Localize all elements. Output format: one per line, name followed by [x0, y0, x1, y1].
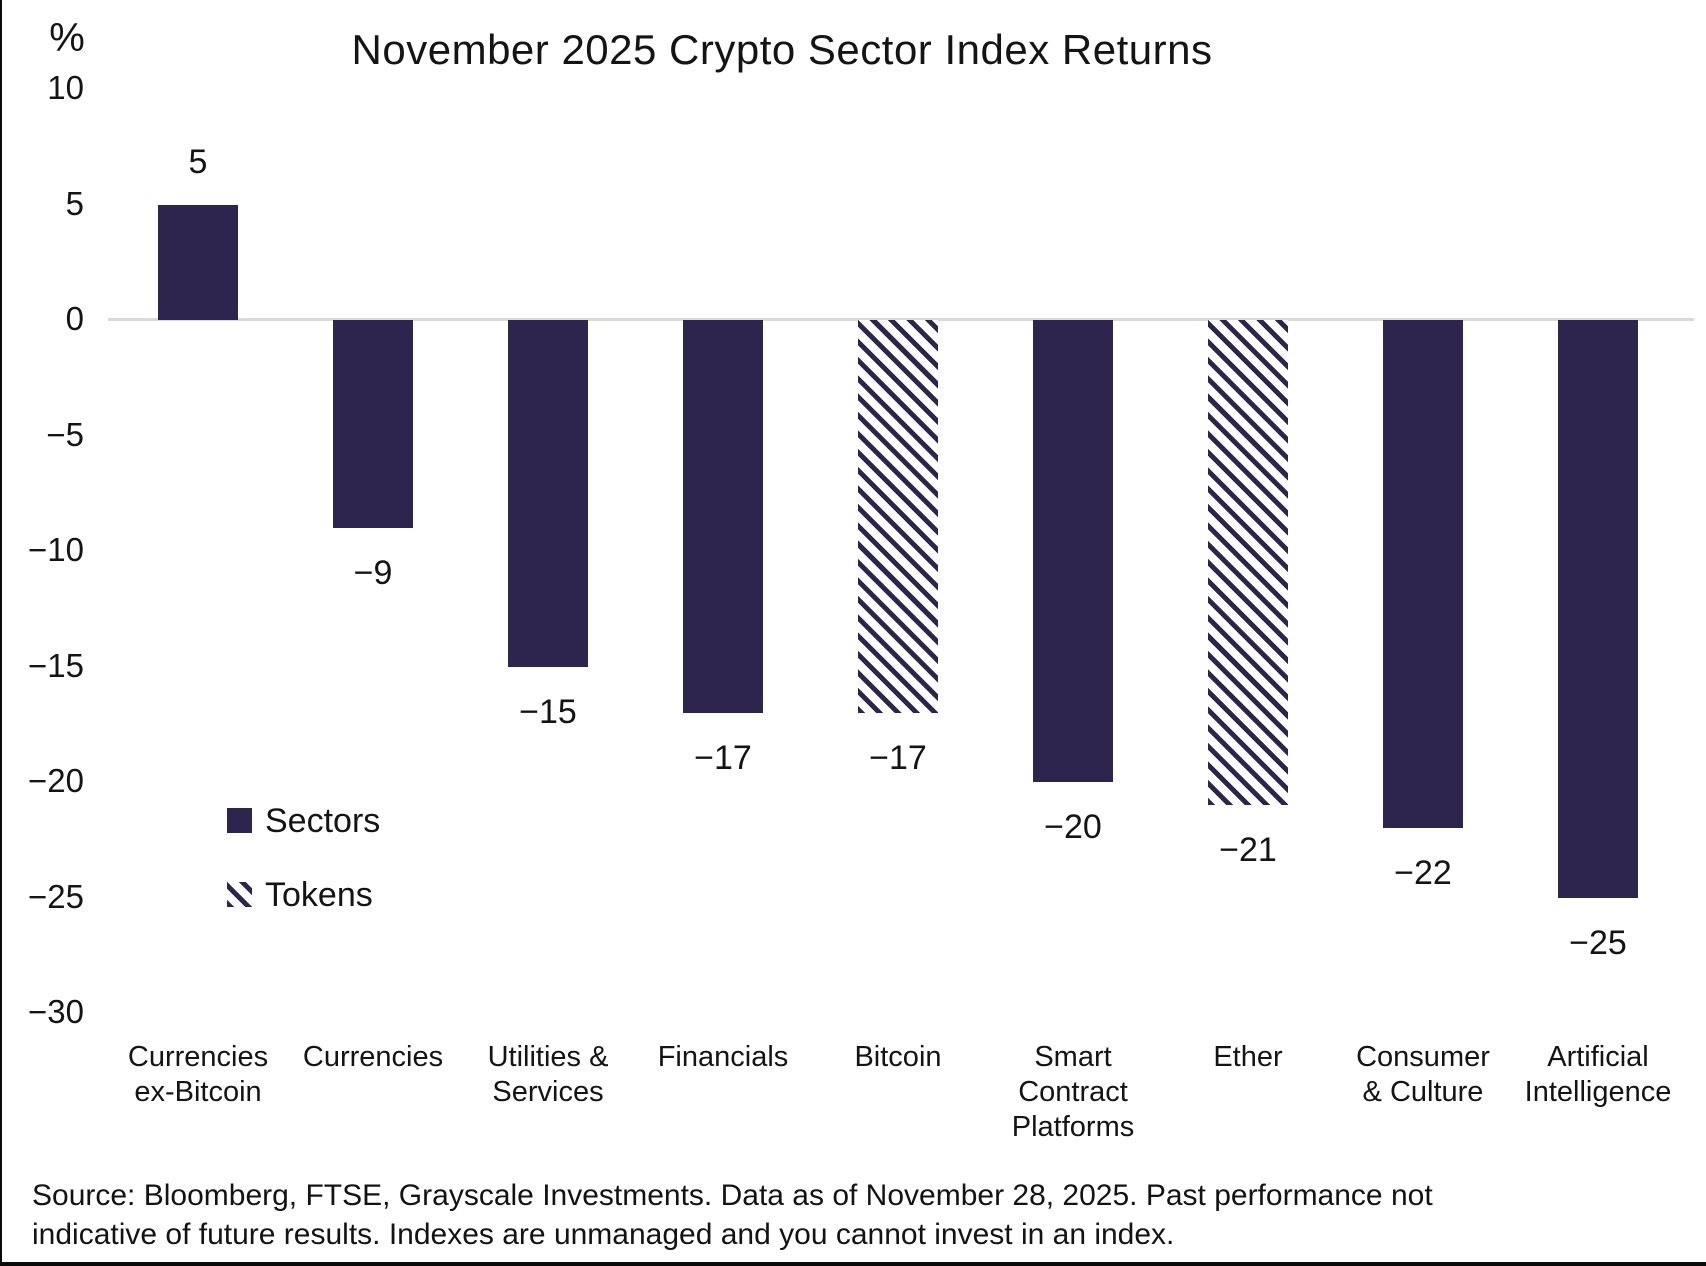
bar-solid	[683, 320, 763, 713]
y-tick-label: 0	[65, 300, 84, 337]
bar-hatched	[858, 320, 938, 713]
bar-solid	[333, 320, 413, 528]
source-note-line: indicative of future results. Indexes ar…	[32, 1218, 1175, 1251]
chart-title: November 2025 Crypto Sector Index Return…	[351, 26, 1213, 73]
x-category-label: Ether	[1126, 1040, 1370, 1075]
y-tick-label: 10	[47, 69, 84, 106]
x-category-label-line: Smart	[1034, 1041, 1112, 1073]
x-category-label-line: Financials	[657, 1041, 789, 1073]
y-tick-label: −25	[28, 877, 84, 915]
x-category-label: Financials	[601, 1040, 845, 1075]
bar-solid	[508, 320, 588, 667]
bar-value-label: −25	[1569, 923, 1627, 962]
y-tick-label: −5	[46, 415, 84, 453]
x-category-label-line: Contract	[1018, 1076, 1128, 1108]
sectors-legend-label: Sectors	[265, 802, 381, 840]
x-category-label-line: Bitcoin	[854, 1041, 942, 1073]
x-category-label-line: Intelligence	[1524, 1076, 1672, 1108]
x-category-label-line: Services	[492, 1076, 604, 1108]
bar-value-label: −17	[694, 738, 752, 777]
x-category-label: Utilities & Services	[426, 1040, 670, 1110]
zero-gridline	[108, 318, 1694, 321]
x-category-label-line: Artificial	[1547, 1041, 1649, 1073]
y-tick-label: 5	[65, 184, 84, 222]
y-tick-label: −15	[28, 646, 84, 684]
y-tick-label: −10	[28, 531, 84, 568]
bar-solid	[1558, 320, 1638, 898]
tokens-legend-swatch	[227, 882, 252, 907]
x-category-label-line: Utilities &	[487, 1041, 609, 1073]
x-category-label-line: Currencies	[127, 1041, 269, 1073]
bar-value-label: −21	[1219, 831, 1277, 870]
x-category-label-line: Currencies	[302, 1041, 444, 1073]
bar-solid	[1033, 320, 1113, 782]
bar-value-label: 5	[188, 142, 208, 181]
x-category-label-line: ex-Bitcoin	[134, 1076, 262, 1108]
source-note-line: Source: Bloomberg, FTSE, Grayscale Inves…	[32, 1179, 1433, 1212]
source-note: Source: Bloomberg, FTSE, Grayscale Inves…	[32, 1176, 1592, 1254]
x-category-label: Currencies ex-Bitcoin	[76, 1040, 320, 1110]
bar-solid	[1383, 320, 1463, 829]
bar-value-label: −15	[519, 692, 577, 731]
bar-value-label: −9	[353, 553, 393, 592]
bar-hatched	[1208, 320, 1288, 806]
x-category-label: Artificial Intelligence	[1476, 1040, 1706, 1110]
x-category-label-line: Platforms	[1011, 1111, 1135, 1143]
x-category-label: Smart Contract Platforms	[951, 1040, 1195, 1145]
x-category-label: Consumer & Culture	[1301, 1040, 1545, 1110]
y-tick-label: −30	[28, 993, 84, 1030]
x-category-label-line: Consumer	[1356, 1041, 1490, 1073]
bar-value-label: −22	[1394, 854, 1452, 893]
y-axis-unit-label: %	[49, 16, 85, 60]
x-category-label: Currencies	[251, 1040, 495, 1075]
bar-solid	[158, 204, 238, 320]
tokens-legend-label: Tokens	[265, 876, 373, 914]
bar-value-label: −20	[1044, 808, 1102, 846]
bar-value-label: −17	[869, 738, 927, 777]
x-category-label-line: & Culture	[1362, 1076, 1484, 1108]
x-category-label: Bitcoin	[776, 1040, 1020, 1075]
y-tick-label: −20	[28, 762, 84, 799]
sectors-legend-swatch	[227, 808, 252, 833]
x-category-label-line: Ether	[1213, 1041, 1283, 1073]
